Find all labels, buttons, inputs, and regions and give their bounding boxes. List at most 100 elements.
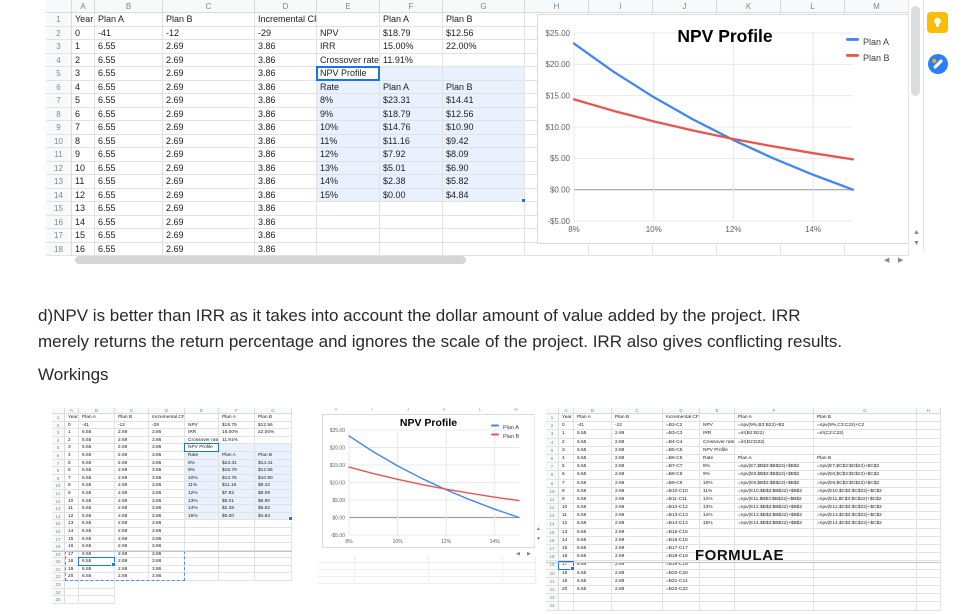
cell-C8[interactable]: 2.69 xyxy=(163,107,255,121)
cell-B18[interactable]: 6.55 xyxy=(95,242,163,256)
cell-E13[interactable]: 14% xyxy=(317,175,380,189)
cell-C3[interactable]: 2.69 xyxy=(163,40,255,54)
cell-E3[interactable]: IRR xyxy=(317,40,380,54)
cell-A6[interactable]: 4 xyxy=(72,80,95,94)
cell-F12[interactable]: $5.01 xyxy=(380,161,443,175)
cell-G14[interactable]: $4.84 xyxy=(443,188,525,202)
cell-B10[interactable]: 6.55 xyxy=(95,134,163,148)
column-header-A[interactable]: A xyxy=(72,0,95,13)
cell-D17[interactable]: 3.86 xyxy=(255,229,317,243)
cell-D7[interactable]: 3.86 xyxy=(255,94,317,108)
vertical-scrollbar-thumb[interactable] xyxy=(911,6,920,96)
cell-G5[interactable] xyxy=(443,67,525,81)
cell-C10[interactable]: 2.69 xyxy=(163,134,255,148)
cell-C4[interactable]: 2.69 xyxy=(163,53,255,67)
cell-F13[interactable]: $2.38 xyxy=(380,175,443,189)
cell-G3[interactable]: 22.00% xyxy=(443,40,525,54)
cell-F16[interactable] xyxy=(380,215,443,229)
row-header-7[interactable]: 7 xyxy=(46,94,72,108)
cell-D10[interactable]: 3.86 xyxy=(255,134,317,148)
keep-icon[interactable] xyxy=(927,12,948,33)
cell-B15[interactable]: 6.55 xyxy=(95,202,163,216)
cell-G4[interactable] xyxy=(443,53,525,67)
cell-H18[interactable] xyxy=(525,242,589,256)
cell-B16[interactable]: 6.55 xyxy=(95,215,163,229)
cell-B17[interactable]: 6.55 xyxy=(95,229,163,243)
cell-C18[interactable]: 2.69 xyxy=(163,242,255,256)
cell-D11[interactable]: 3.86 xyxy=(255,148,317,162)
cell-E4[interactable]: Crossover rate xyxy=(317,53,380,67)
column-header-H[interactable]: H xyxy=(525,0,589,13)
cell-E16[interactable] xyxy=(317,215,380,229)
row-header-15[interactable]: 15 xyxy=(46,202,72,216)
cell-E10[interactable]: 11% xyxy=(317,134,380,148)
cell-D16[interactable]: 3.86 xyxy=(255,215,317,229)
cell-D1[interactable]: Incremental CF xyxy=(255,13,317,27)
cell-B3[interactable]: 6.55 xyxy=(95,40,163,54)
cell-C16[interactable]: 2.69 xyxy=(163,215,255,229)
cell-C6[interactable]: 2.69 xyxy=(163,80,255,94)
cell-B6[interactable]: 6.55 xyxy=(95,80,163,94)
cell-F3[interactable]: 15.00% xyxy=(380,40,443,54)
row-header-16[interactable]: 16 xyxy=(46,215,72,229)
cell-C17[interactable]: 2.69 xyxy=(163,229,255,243)
cell-B14[interactable]: 6.55 xyxy=(95,188,163,202)
cell-E17[interactable] xyxy=(317,229,380,243)
row-header-11[interactable]: 11 xyxy=(46,148,72,162)
fill-handle[interactable] xyxy=(521,198,526,203)
cell-F4[interactable]: 11.91% xyxy=(380,53,443,67)
npv-profile-chart[interactable]: $25.00 $20.00 $15.00 $10.00 $5.00 $0.00 -$5.00… xyxy=(537,14,913,244)
cell-C5[interactable]: 2.69 xyxy=(163,67,255,81)
cell-C11[interactable]: 2.69 xyxy=(163,148,255,162)
cell-C1[interactable]: Plan B xyxy=(163,13,255,27)
cell-B1[interactable]: Plan A xyxy=(95,13,163,27)
cell-B5[interactable]: 6.55 xyxy=(95,67,163,81)
row-header-14[interactable]: 14 xyxy=(46,188,72,202)
cell-G8[interactable]: $12.56 xyxy=(443,107,525,121)
cell-C15[interactable]: 2.69 xyxy=(163,202,255,216)
cell-E2[interactable]: NPV xyxy=(317,26,380,40)
cell-B13[interactable]: 6.55 xyxy=(95,175,163,189)
cell-A12[interactable]: 10 xyxy=(72,161,95,175)
cell-D15[interactable]: 3.86 xyxy=(255,202,317,216)
scroll-right-icon[interactable]: ▶ xyxy=(898,257,904,264)
cell-A3[interactable]: 1 xyxy=(72,40,95,54)
cell-F8[interactable]: $18.79 xyxy=(380,107,443,121)
cell-D18[interactable]: 3.86 xyxy=(255,242,317,256)
cell-G9[interactable]: $10.90 xyxy=(443,121,525,135)
cell-B11[interactable]: 6.55 xyxy=(95,148,163,162)
cell-D5[interactable]: 3.86 xyxy=(255,67,317,81)
cell-E1[interactable] xyxy=(317,13,380,27)
cell-E9[interactable]: 10% xyxy=(317,121,380,135)
row-header-13[interactable]: 13 xyxy=(46,175,72,189)
cell-F7[interactable]: $23.31 xyxy=(380,94,443,108)
cell-G10[interactable]: $9.42 xyxy=(443,134,525,148)
cell-F6[interactable]: Plan A xyxy=(380,80,443,94)
cell-A2[interactable]: 0 xyxy=(72,26,95,40)
cell-A11[interactable]: 9 xyxy=(72,148,95,162)
column-header-L[interactable]: L xyxy=(781,0,845,13)
cell-F14[interactable]: $0.00 xyxy=(380,188,443,202)
cell-B8[interactable]: 6.55 xyxy=(95,107,163,121)
corner-box[interactable] xyxy=(46,0,72,13)
column-header-B[interactable]: B xyxy=(95,0,163,13)
row-header-10[interactable]: 10 xyxy=(46,134,72,148)
cell-F1[interactable]: Plan A xyxy=(380,13,443,27)
cell-D6[interactable]: 3.86 xyxy=(255,80,317,94)
column-header-E[interactable]: E xyxy=(317,0,380,13)
cell-L18[interactable] xyxy=(781,242,845,256)
cell-D13[interactable]: 3.86 xyxy=(255,175,317,189)
cell-B7[interactable]: 6.55 xyxy=(95,94,163,108)
cell-C2[interactable]: -12 xyxy=(163,26,255,40)
cell-A5[interactable]: 3 xyxy=(72,67,95,81)
column-header-K[interactable]: K xyxy=(717,0,781,13)
cell-B2[interactable]: -41 xyxy=(95,26,163,40)
cell-A16[interactable]: 14 xyxy=(72,215,95,229)
cell-D12[interactable]: 3.86 xyxy=(255,161,317,175)
cell-F15[interactable] xyxy=(380,202,443,216)
cell-E6[interactable]: Rate xyxy=(317,80,380,94)
cell-A15[interactable]: 13 xyxy=(72,202,95,216)
cell-G16[interactable] xyxy=(443,215,525,229)
cell-A4[interactable]: 2 xyxy=(72,53,95,67)
row-header-17[interactable]: 17 xyxy=(46,229,72,243)
